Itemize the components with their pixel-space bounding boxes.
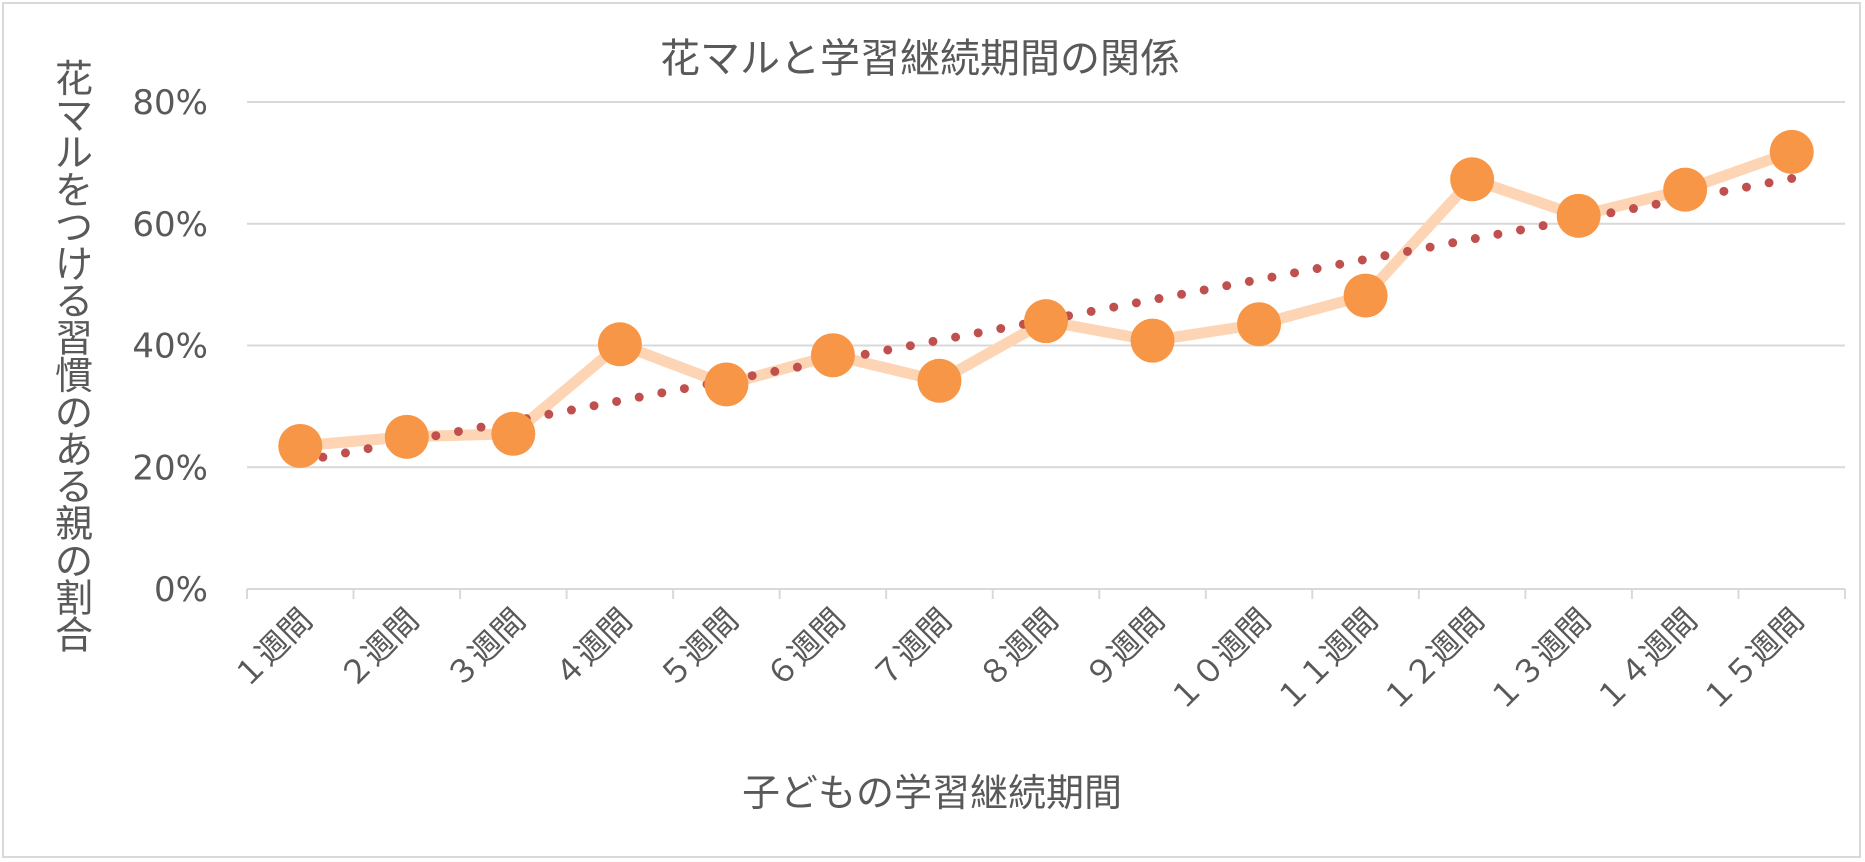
y-axis-title-char: け — [55, 243, 93, 287]
y-tick-label: 20% — [132, 448, 208, 488]
data-point — [1769, 129, 1814, 174]
y-tick-label: 0% — [154, 570, 208, 610]
gridlines — [247, 101, 1845, 469]
y-axis-title-char: を — [55, 168, 93, 212]
y-axis-title-char: 合 — [55, 614, 93, 658]
data-point — [810, 333, 855, 378]
y-tick-label: 60% — [132, 205, 208, 245]
x-tick-label: ６週間 — [758, 601, 853, 696]
x-axis-title: 子どもの学習継続期間 — [742, 771, 1122, 815]
y-tick-label: 80% — [132, 83, 208, 123]
x-tick-label: ２週間 — [332, 601, 427, 696]
y-axis-title-char: 割 — [55, 576, 93, 620]
data-point — [1450, 157, 1495, 202]
y-axis-title-char: あ — [55, 428, 93, 472]
x-tick-label: １０週間 — [1161, 601, 1278, 718]
data-point — [704, 362, 749, 407]
data-point — [917, 358, 962, 403]
series-line — [294, 146, 1798, 452]
data-point — [1024, 299, 1068, 344]
x-tick-label: ４週間 — [545, 601, 640, 696]
y-tick-label: 40% — [132, 327, 208, 367]
y-axis-title-char: 慣 — [55, 354, 93, 398]
x-tick-label: １週間 — [225, 601, 320, 696]
y-axis-title-char: る — [55, 465, 93, 509]
data-point — [384, 414, 429, 459]
y-axis-title-char: 親 — [55, 502, 93, 546]
data-point — [1130, 318, 1175, 363]
data-point — [1343, 273, 1388, 318]
data-point — [1237, 302, 1282, 347]
data-markers — [278, 129, 1814, 468]
x-tick-label: １３週間 — [1481, 601, 1598, 718]
x-tick-label: １５週間 — [1694, 601, 1811, 718]
data-series — [294, 146, 1798, 452]
y-axis-title-char: 習 — [55, 317, 93, 361]
y-axis-title-char: ル — [55, 131, 93, 175]
data-point — [1556, 193, 1601, 238]
x-axis: １週間 ２週間 ３週間 ４週間 ５週間 ６週間 ７週間 ８週間 ９週間１０週間１１週間１２週間１… — [225, 588, 1846, 718]
x-tick-label: ５週間 — [651, 601, 746, 696]
x-tick-label: ７週間 — [864, 601, 959, 696]
y-axis-title-char: る — [55, 280, 93, 324]
y-axis-title-char: の — [55, 391, 93, 435]
data-point — [278, 423, 323, 468]
x-tick-label: ８週間 — [971, 601, 1066, 696]
data-point — [1663, 167, 1708, 212]
data-point — [491, 411, 536, 456]
x-tick-label: １２週間 — [1374, 601, 1491, 718]
x-tick-label: ３週間 — [438, 601, 533, 696]
y-axis-ticks: 0% 20% 40% 60% 80% — [132, 83, 208, 610]
x-tick-label: １４週間 — [1587, 601, 1704, 718]
y-axis-title-char: マ — [55, 94, 93, 138]
x-tick-label: ９週間 — [1077, 601, 1172, 696]
chart-title: 花マルと学習継続期間の関係 — [660, 36, 1180, 82]
y-axis-title-char: の — [55, 539, 93, 583]
y-axis-title-char: つ — [55, 205, 93, 249]
x-tick-label: １１週間 — [1268, 601, 1385, 718]
data-point — [597, 322, 642, 367]
y-axis-title-char: 花 — [55, 57, 93, 101]
